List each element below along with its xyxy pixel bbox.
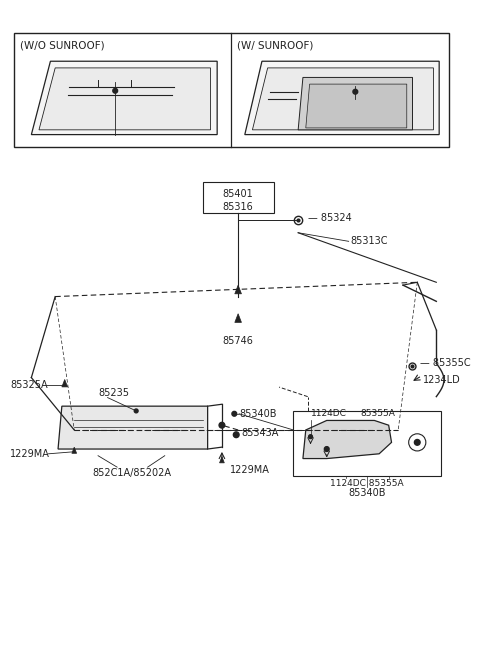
Text: 85235: 85235 — [98, 388, 129, 397]
Circle shape — [309, 435, 312, 439]
Text: 1124DC: 1124DC — [311, 409, 347, 418]
Circle shape — [233, 432, 239, 438]
Text: 85340B: 85340B — [348, 488, 385, 498]
Bar — [14, 33, 449, 147]
Polygon shape — [72, 447, 77, 453]
Circle shape — [219, 422, 225, 428]
Bar — [203, 182, 275, 213]
Circle shape — [232, 411, 237, 416]
Polygon shape — [252, 68, 433, 130]
Circle shape — [414, 440, 420, 445]
Text: 1124DC 85355A: 1124DC 85355A — [330, 478, 404, 487]
Circle shape — [353, 89, 358, 94]
Text: 85343A: 85343A — [241, 428, 278, 438]
Text: — 85324: — 85324 — [308, 214, 351, 223]
Text: 85313C: 85313C — [350, 237, 388, 246]
Text: 85325A: 85325A — [11, 380, 48, 390]
Polygon shape — [235, 285, 241, 294]
Polygon shape — [303, 420, 392, 459]
Polygon shape — [219, 457, 224, 463]
Text: 85355A: 85355A — [360, 409, 395, 418]
Polygon shape — [62, 380, 68, 387]
Text: (W/O SUNROOF): (W/O SUNROOF) — [20, 40, 105, 51]
Text: 85401: 85401 — [223, 189, 253, 199]
Circle shape — [113, 89, 118, 93]
Polygon shape — [31, 61, 217, 135]
Polygon shape — [39, 68, 211, 130]
Polygon shape — [306, 84, 407, 128]
Text: 1229MA: 1229MA — [229, 465, 269, 475]
Circle shape — [408, 434, 426, 451]
Text: 852C1A/85202A: 852C1A/85202A — [92, 468, 171, 478]
Text: (W/ SUNROOF): (W/ SUNROOF) — [237, 40, 313, 51]
Text: 1234LD: 1234LD — [423, 375, 461, 386]
Polygon shape — [298, 78, 412, 130]
Text: — 85355C: — 85355C — [420, 358, 471, 369]
Text: 1229MA: 1229MA — [11, 449, 50, 459]
Circle shape — [324, 447, 329, 451]
Circle shape — [134, 409, 138, 413]
Polygon shape — [235, 314, 241, 323]
Polygon shape — [245, 61, 439, 135]
Polygon shape — [58, 406, 208, 449]
Text: 85316: 85316 — [223, 202, 253, 212]
Text: 85746: 85746 — [223, 336, 253, 346]
Text: 85340B: 85340B — [239, 409, 276, 419]
Bar — [293, 411, 441, 476]
